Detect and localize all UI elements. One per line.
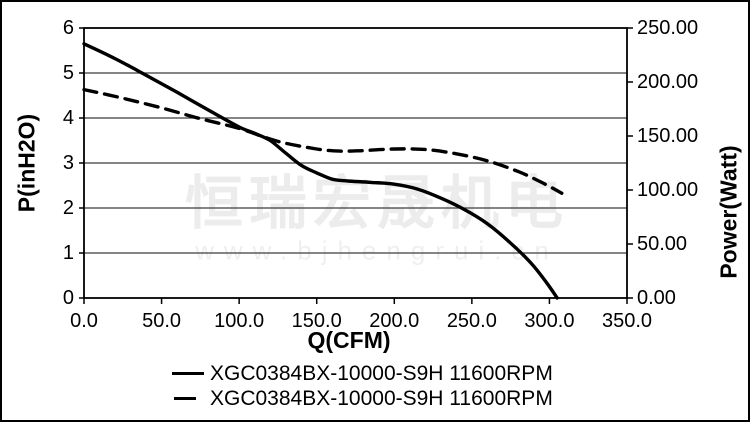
y-right-axis-tick-label: 0.00 (637, 287, 676, 309)
y-left-axis-tick-label: 5 (62, 62, 74, 84)
x-axis-tick-label: 350.0 (601, 310, 653, 332)
y-right-axis-tick-label: 200.00 (637, 71, 699, 93)
y-right-axis-tick-label: 100.00 (637, 179, 699, 201)
legend-label: XGC0384BX-10000-S9H 11600RPM (210, 362, 553, 385)
x-axis-title: Q(CFM) (307, 327, 391, 353)
y-right-axis-title: Power(Watt) (715, 145, 742, 279)
power-curve-dashed (82, 87, 564, 195)
legend-label: XGC0384BX-10000-S9H 11600RPM (210, 387, 553, 410)
x-axis-tick-label: 200.0 (369, 310, 420, 332)
solid-line-legend-marker (172, 372, 204, 375)
x-axis-tick-label: 50.0 (142, 310, 182, 332)
legend: XGC0384BX-10000-S9H 11600RPM XGC0384BX-1… (172, 361, 553, 411)
pressure-curve-solid (82, 42, 559, 300)
x-axis-tick-label: 250.0 (446, 310, 497, 332)
y-left-axis-tick-label: 4 (62, 107, 74, 129)
legend-item-solid: XGC0384BX-10000-S9H 11600RPM (172, 361, 553, 386)
y-left-axis-tick-label: 1 (62, 242, 74, 264)
watermark-url-text: www.bjhengrui.cn (195, 235, 559, 266)
dashed-line-legend-marker (174, 397, 196, 400)
y-left-axis-title: P(inH2O) (13, 113, 40, 213)
y-right-axis-tick-label: 150.00 (637, 125, 699, 147)
y-right-axis-tick-label: 50.00 (637, 233, 688, 255)
x-axis-tick-label: 300.0 (524, 310, 575, 332)
x-axis-tick-label: 100.0 (214, 310, 265, 332)
legend-item-dashed: XGC0384BX-10000-S9H 11600RPM (172, 386, 553, 411)
y-left-axis-tick-label: 2 (62, 197, 74, 219)
x-axis-tick-label: 150.0 (291, 310, 342, 332)
y-left-axis-tick-label: 3 (62, 152, 74, 174)
y-left-axis-tick-label: 6 (62, 17, 74, 39)
y-left-axis-tick-label: 0 (62, 287, 74, 309)
y-right-axis-tick-label: 250.00 (637, 17, 699, 39)
x-axis-tick-label: 0.0 (70, 310, 98, 332)
